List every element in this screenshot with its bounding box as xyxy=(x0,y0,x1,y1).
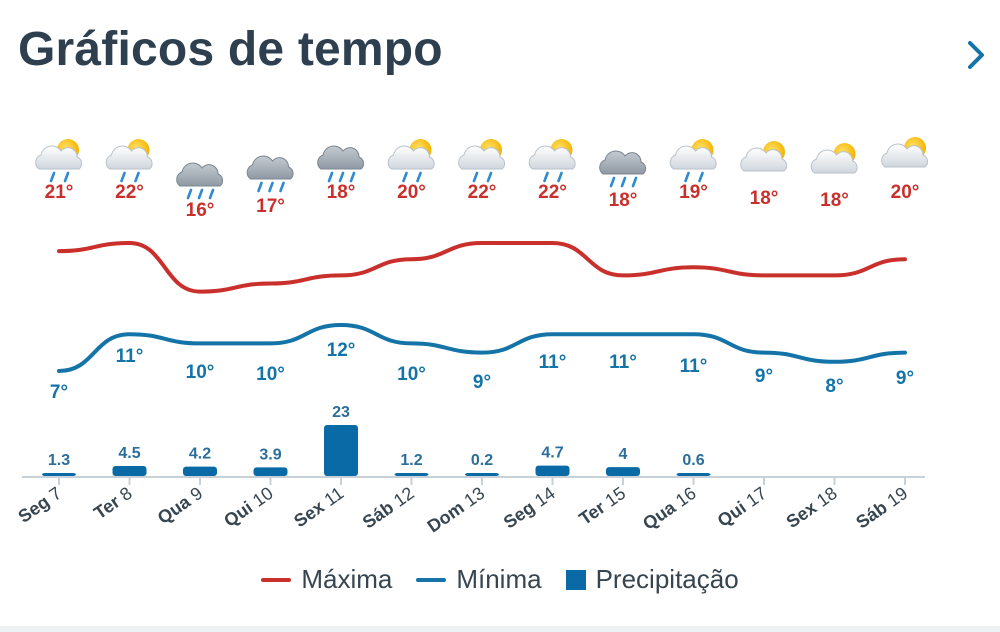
max-temp-label: 19° xyxy=(679,182,708,203)
partly-sunny-rain-icon xyxy=(669,139,717,183)
min-temp-label: 9° xyxy=(755,366,773,387)
x-tick-label: Qui 17 xyxy=(714,483,771,531)
precip-bar xyxy=(42,473,76,476)
weather-chart: 21° 22°16° 17°18° 20° 22° 22° 18° 19° 18° 18° 20° … xyxy=(14,137,929,537)
max-temp-label: 18° xyxy=(327,182,356,203)
page-title: Gráficos de tempo xyxy=(18,23,443,76)
precip-bar xyxy=(253,467,288,476)
min-temp-label: 8° xyxy=(825,376,843,397)
x-tick-label: Ter 8 xyxy=(90,483,136,523)
precip-bar xyxy=(606,467,640,476)
x-tick-label: Dom 13 xyxy=(424,483,489,537)
min-temp-label: 11° xyxy=(680,356,708,377)
legend-swatch-max xyxy=(261,577,292,582)
min-temp-label: 9° xyxy=(896,368,914,389)
cloud-rain-icon xyxy=(599,150,647,188)
precip-bar xyxy=(676,473,711,476)
max-line xyxy=(57,240,907,294)
min-temp-label: 11° xyxy=(609,352,637,373)
cloud-rain-icon xyxy=(246,155,294,193)
precip-label: 4 xyxy=(619,446,628,463)
cloud-heavy-rain-icon xyxy=(317,145,365,183)
min-temp-label: 12° xyxy=(327,340,356,361)
legend-label-precip: Precipitação xyxy=(595,564,739,594)
max-temp-label: 16° xyxy=(186,200,215,221)
legend-item-min: Mínima xyxy=(416,564,542,595)
max-series: 21° 22° 16° 17° 18° 20° 22° 22° 18° 19° 18° 18° 20° xyxy=(45,182,920,294)
legend-item-precip: Precipitação xyxy=(565,564,739,595)
precip-label: 0.2 xyxy=(471,452,493,469)
partly-cloudy-icon xyxy=(740,141,788,172)
max-temp-label: 18° xyxy=(820,190,849,211)
precip-label: 23 xyxy=(332,404,350,421)
partly-sunny-rain-icon xyxy=(528,139,576,183)
precip-bar xyxy=(394,473,429,476)
precip-label: 3.9 xyxy=(259,446,281,463)
partly-sunny-rain-icon xyxy=(105,139,153,183)
min-temp-label: 11° xyxy=(539,352,567,373)
min-series: 7° 11° 10° 10° 12° 10° 9° 11° 11° 11° 9° 8° 9° xyxy=(50,322,914,403)
max-temp-label: 18° xyxy=(750,188,779,209)
x-tick-label: Qua 16 xyxy=(639,483,700,534)
max-temp-label: 22° xyxy=(468,182,497,203)
precip-bar xyxy=(465,473,499,476)
precip-label: 0.6 xyxy=(682,452,704,469)
divider xyxy=(0,626,1000,632)
precip-series: 1.3 4.5 4.2 3.9 23 1.2 0.2 4.7 4 0.6 xyxy=(42,404,711,476)
legend-item-max: Máxima xyxy=(261,564,392,595)
max-temp-label: 22° xyxy=(538,182,567,203)
min-temp-label: 10° xyxy=(256,364,285,385)
x-tick-label: Sáb 12 xyxy=(359,483,418,533)
min-temp-label: 7° xyxy=(50,382,68,403)
partly-cloudy-icon xyxy=(810,143,858,174)
max-temp-label: 20° xyxy=(891,182,920,203)
precip-label: 1.2 xyxy=(400,452,422,469)
legend-label-max: Máxima xyxy=(301,564,393,594)
max-temp-label: 21° xyxy=(45,182,74,203)
min-line xyxy=(57,322,907,373)
partly-sunny-rain-icon xyxy=(458,139,506,183)
precip-label: 4.5 xyxy=(118,445,140,462)
legend-swatch-precip xyxy=(565,569,586,590)
partly-sunny-rain-icon xyxy=(387,139,435,183)
x-tick-label: Ter 15 xyxy=(575,483,629,529)
x-tick-label: Sex 18 xyxy=(783,483,841,532)
precip-label: 4.7 xyxy=(541,445,563,462)
x-tick-label: Seg 7 xyxy=(14,483,65,527)
chevron-right-icon xyxy=(968,41,984,69)
precip-bar xyxy=(183,466,217,476)
x-tick-label: Qui 10 xyxy=(220,483,277,531)
precip-bar xyxy=(112,466,147,476)
precip-bar xyxy=(324,425,358,476)
partly-sunny-rain-icon xyxy=(35,139,83,183)
max-temp-label: 17° xyxy=(256,196,285,217)
precip-bar xyxy=(535,465,570,476)
partly-cloudy-icon xyxy=(881,137,929,168)
max-temp-label: 20° xyxy=(397,182,426,203)
precip-label: 4.2 xyxy=(189,446,211,463)
x-tick-label: Seg 14 xyxy=(500,483,559,533)
min-temp-label: 11° xyxy=(116,346,144,367)
x-tick-label: Sex 11 xyxy=(290,483,347,531)
next-button[interactable] xyxy=(958,30,994,80)
x-tick-label: Qua 9 xyxy=(154,483,206,528)
min-temp-label: 10° xyxy=(397,364,426,385)
weather-icons xyxy=(35,137,929,200)
min-temp-label: 9° xyxy=(473,372,491,393)
precip-label: 1.3 xyxy=(48,452,70,469)
legend-label-min: Mínima xyxy=(456,564,542,594)
cloud-rain-icon xyxy=(176,162,224,200)
chart-legend: Máxima Mínima Precipitação xyxy=(0,564,1000,595)
min-temp-label: 10° xyxy=(186,362,215,383)
legend-swatch-min xyxy=(416,577,447,582)
x-tick-label: Sáb 19 xyxy=(852,483,911,533)
max-temp-label: 22° xyxy=(115,182,144,203)
max-temp-label: 18° xyxy=(609,190,638,211)
